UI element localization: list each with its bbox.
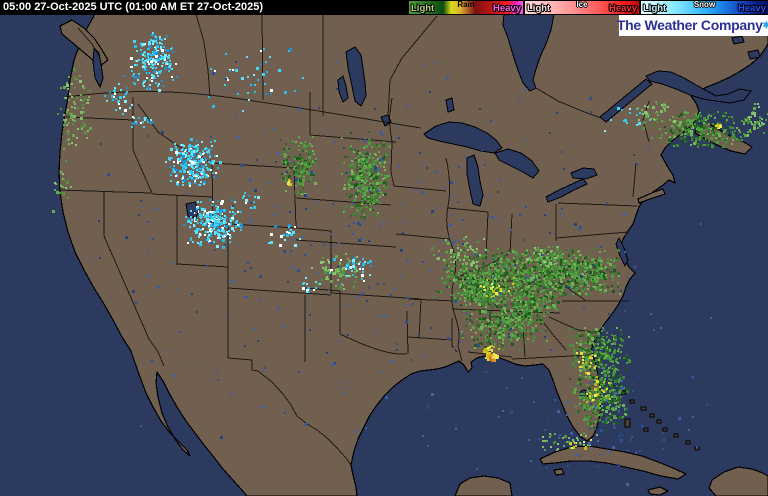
weather-company-logo-text: The Weather Company (616, 17, 763, 33)
lake-huron (494, 148, 540, 179)
chesapeake-bay (615, 236, 629, 268)
legend-snow-heavy-label: Heavy (738, 3, 766, 14)
precip-legend: Rain Light Heavy Ice Light Heavy Snow Li… (409, 0, 768, 15)
lake-winnipeg (345, 46, 367, 107)
legend-snow-title: Snow (693, 0, 716, 9)
legend-ice: Ice Light Heavy (525, 0, 639, 14)
legend-ice-title: Ice (576, 0, 588, 9)
legend-ice-heavy-label: Heavy (609, 3, 637, 14)
legend-rain: Rain Light Heavy (409, 0, 523, 14)
lake-manitoba (337, 75, 349, 103)
labrador-lake-2 (747, 49, 761, 60)
legend-snow: Snow Light Heavy (641, 0, 768, 14)
lake-michigan (466, 154, 484, 207)
lake-ontario (570, 167, 598, 180)
timestamp: 05:00 27-Oct-2025 UTC (01:00 AM ET 27-Oc… (3, 1, 264, 13)
lake-superior (423, 121, 503, 154)
lake-of-the-woods (380, 114, 392, 127)
weather-company-logo: The Weather Company ✱ (616, 14, 768, 36)
legend-ice-light-label: Light (527, 3, 551, 14)
ice-gradient-bar (525, 1, 639, 14)
isla-juventud (553, 468, 565, 476)
legend-snow-light-label: Light (643, 3, 667, 14)
st-lawrence-river (599, 78, 653, 123)
legend-rain-heavy-label: Heavy (493, 3, 521, 14)
lake-erie (545, 178, 588, 203)
jamaica (647, 486, 669, 496)
gulf-st-lawrence (645, 70, 752, 104)
radar-precipitation-layer (52, 32, 768, 490)
lake-nipigon (445, 97, 455, 113)
long-island (637, 188, 666, 204)
rain-gradient-bar (409, 1, 523, 14)
weather-company-star-icon: ✱ (762, 19, 768, 30)
inland-water (92, 13, 761, 399)
hispaniola (708, 466, 768, 496)
yucatan (454, 475, 513, 496)
snow-gradient-bar (641, 1, 768, 14)
puget-sound (92, 46, 104, 89)
header-bar: 05:00 27-Oct-2025 UTC (01:00 AM ET 27-Oc… (0, 0, 768, 15)
legend-rain-title: Rain (457, 0, 475, 9)
legend-rain-light-label: Light (411, 3, 435, 14)
labrador-lake-1 (731, 35, 745, 45)
